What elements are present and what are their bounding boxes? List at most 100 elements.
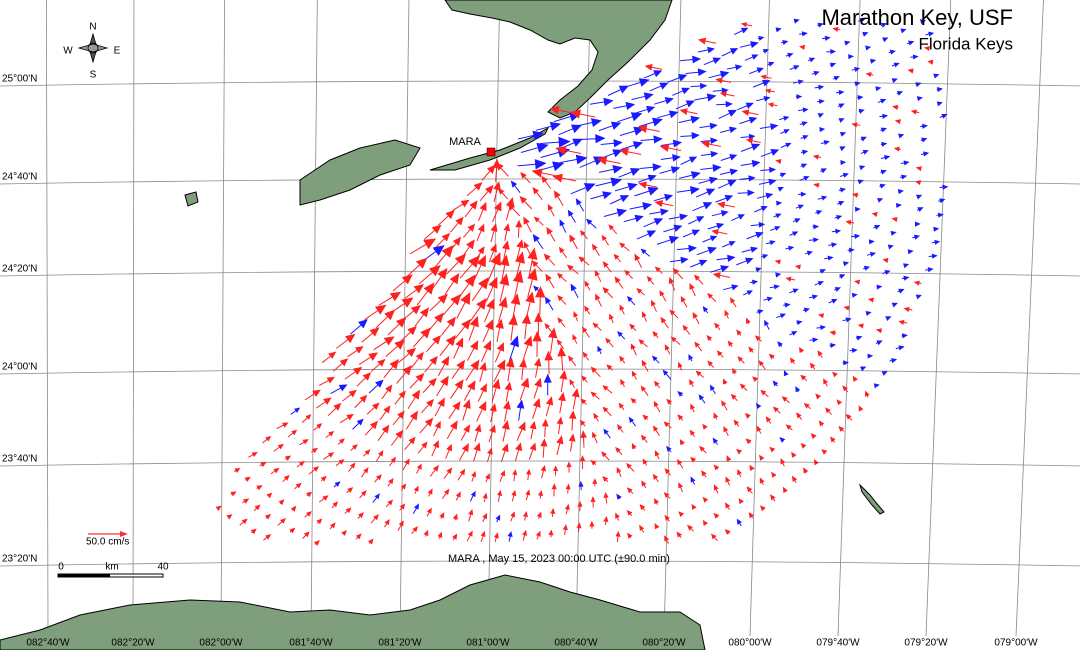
current-vector <box>412 327 431 348</box>
current-vector <box>842 261 850 267</box>
scale-arrow-head <box>120 531 128 537</box>
current-vector <box>920 137 928 143</box>
current-vector <box>795 386 801 393</box>
current-vector <box>759 477 765 486</box>
current-vector <box>529 420 537 440</box>
current-vector <box>374 474 382 483</box>
current-vector <box>421 398 435 414</box>
current-vector <box>493 181 501 203</box>
current-vector <box>782 486 788 494</box>
current-vector <box>541 175 552 189</box>
current-vector <box>876 284 883 290</box>
current-vector <box>590 391 600 400</box>
current-vector <box>646 275 655 285</box>
current-vector <box>758 454 765 461</box>
current-vector <box>739 175 756 182</box>
current-vector <box>783 302 791 308</box>
current-vector <box>545 396 554 417</box>
current-vector <box>690 403 696 413</box>
current-vector <box>584 280 591 291</box>
lon-line <box>220 0 225 637</box>
current-vector <box>495 514 501 523</box>
current-vector <box>316 518 323 525</box>
current-vector <box>431 439 439 457</box>
current-vectors <box>215 17 949 546</box>
lon-line <box>749 0 770 637</box>
current-vector <box>865 310 872 316</box>
current-vector <box>758 360 766 370</box>
current-vector <box>354 394 368 409</box>
current-vector <box>567 355 577 367</box>
current-vector <box>711 229 728 236</box>
current-vector <box>578 480 584 491</box>
current-vector <box>619 147 642 156</box>
current-vector <box>339 413 354 424</box>
current-vector <box>468 509 474 522</box>
current-vector <box>730 393 738 401</box>
current-vector <box>596 156 621 165</box>
current-vector <box>629 202 653 211</box>
current-vector <box>456 292 471 319</box>
current-vector <box>590 191 613 200</box>
current-vector <box>781 396 790 404</box>
current-vector <box>576 522 582 533</box>
current-vector <box>413 485 419 494</box>
current-vector <box>695 370 705 378</box>
current-vector <box>640 248 651 257</box>
current-vector <box>726 64 743 71</box>
current-vector <box>669 256 689 264</box>
current-vector <box>640 163 662 172</box>
current-vector <box>392 274 413 292</box>
current-vector <box>708 70 730 79</box>
lat-line <box>0 178 1080 185</box>
current-vector <box>557 317 566 328</box>
current-vector <box>242 498 250 504</box>
current-vector <box>789 65 800 70</box>
current-vector <box>585 218 597 229</box>
current-vector <box>761 254 769 260</box>
current-vector <box>713 512 720 519</box>
current-vector <box>433 244 454 270</box>
current-vector <box>703 57 722 66</box>
current-vector <box>318 376 335 387</box>
current-vector <box>838 187 847 193</box>
current-vector <box>837 103 845 109</box>
current-vector <box>290 505 297 512</box>
current-vector <box>503 223 511 241</box>
current-vector <box>558 124 582 136</box>
current-vector <box>446 420 458 439</box>
current-vector <box>762 48 770 54</box>
current-vector <box>829 342 837 349</box>
current-vector <box>666 398 673 405</box>
current-vector <box>864 390 870 398</box>
current-vector <box>680 156 698 165</box>
current-vector <box>875 86 882 92</box>
lon-label: 081°20'W <box>378 638 422 649</box>
current-vector <box>769 446 776 453</box>
current-vector <box>903 306 913 312</box>
current-vector <box>866 251 877 257</box>
current-vector <box>896 90 904 96</box>
current-vector <box>605 337 614 348</box>
current-vector <box>812 154 822 160</box>
current-vector <box>497 489 503 502</box>
current-vector <box>712 87 729 94</box>
current-vector <box>411 351 424 369</box>
current-vector <box>471 277 489 302</box>
current-vector <box>744 54 759 61</box>
current-vector <box>692 202 713 212</box>
current-vector <box>798 346 805 354</box>
current-vector <box>544 296 554 311</box>
current-vector <box>533 216 544 226</box>
current-vector <box>842 360 850 366</box>
current-vector <box>910 109 920 115</box>
current-vector <box>758 178 777 186</box>
current-vector <box>828 299 838 304</box>
current-vector <box>332 358 349 372</box>
current-vector <box>654 266 663 274</box>
current-vector <box>457 468 466 481</box>
current-vector <box>452 513 458 521</box>
current-vector <box>915 166 922 172</box>
current-vector <box>603 492 609 504</box>
current-vector <box>907 68 914 74</box>
